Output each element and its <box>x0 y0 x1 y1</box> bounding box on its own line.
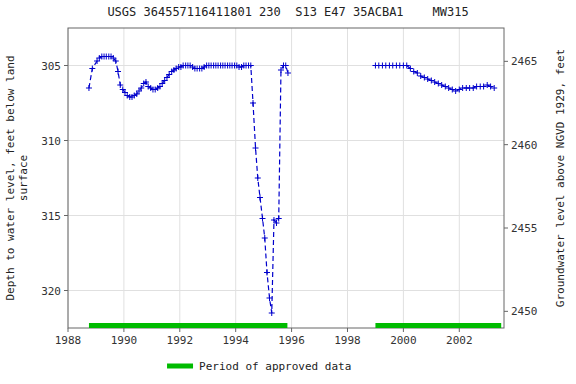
series-marker <box>456 87 462 93</box>
series-marker <box>488 84 494 90</box>
x-tick <box>179 328 180 332</box>
y-tick <box>64 215 68 216</box>
series-marker <box>425 76 431 82</box>
series-marker <box>449 87 455 93</box>
series-marker <box>442 84 448 90</box>
grid-line <box>291 28 292 328</box>
grid-line <box>459 28 460 328</box>
y-tick <box>64 290 68 291</box>
y2-tick-label: 2450 <box>511 305 538 318</box>
series-marker <box>432 79 438 85</box>
legend: Period of approved data <box>167 360 351 373</box>
y-axis-label-line: surface <box>17 155 30 201</box>
x-tick-label: 2000 <box>390 334 417 347</box>
grid-line <box>347 28 348 328</box>
grid-line <box>403 28 404 328</box>
y-axis-label: Depth to water level, feet below landsur… <box>4 55 30 300</box>
x-tick-label: 1996 <box>278 334 305 347</box>
series-marker <box>481 84 487 90</box>
series-marker <box>407 66 413 72</box>
plot-frame <box>68 28 504 328</box>
series-marker <box>283 63 289 69</box>
y2-tick <box>504 311 508 312</box>
grid-line <box>68 215 504 216</box>
x-tick-label: 1994 <box>222 334 249 347</box>
approved-period-bar <box>89 323 287 328</box>
y-tick-label: 320 <box>41 285 61 298</box>
series-marker <box>115 69 121 75</box>
chart: USGS 364557116411801 230 S13 E47 35ACBA1… <box>0 0 576 384</box>
series-marker <box>418 73 424 79</box>
grid <box>68 28 504 328</box>
legend-label: Period of approved data <box>199 360 351 373</box>
grid-line <box>68 140 504 141</box>
x-tick <box>347 328 348 332</box>
series-marker <box>414 70 420 76</box>
series-marker <box>411 69 417 75</box>
series-marker <box>428 78 434 84</box>
y2-tick <box>504 228 508 229</box>
series-marker <box>276 216 282 222</box>
series-line <box>89 57 288 314</box>
series-marker <box>269 310 275 316</box>
y-tick <box>64 65 68 66</box>
y2-tick <box>504 144 508 145</box>
x-tick-label: 2002 <box>446 334 473 347</box>
x-tick-label: 1988 <box>55 334 82 347</box>
series-marker <box>453 88 459 94</box>
series-marker <box>250 100 256 106</box>
series-marker <box>253 145 259 151</box>
series-marker <box>86 85 92 91</box>
series-marker <box>470 85 476 91</box>
x-tick <box>291 328 292 332</box>
data <box>86 54 501 329</box>
grid-line <box>179 28 180 328</box>
x-tick <box>123 328 124 332</box>
approved-period-bar <box>375 323 501 328</box>
x-tick-label: 1992 <box>167 334 194 347</box>
grid-line <box>68 290 504 291</box>
x-tick-label: 1990 <box>111 334 138 347</box>
series-marker <box>435 81 441 87</box>
grid-line <box>123 28 124 328</box>
series-line <box>375 66 494 92</box>
series-marker <box>421 75 427 81</box>
series-marker <box>285 70 291 76</box>
series-marker <box>404 63 410 69</box>
y2-tick-label: 2460 <box>511 139 538 152</box>
series-marker <box>248 63 254 69</box>
series-marker <box>260 216 266 222</box>
series-marker <box>446 85 452 91</box>
x-tick <box>235 328 236 332</box>
y2-tick-label: 2455 <box>511 222 538 235</box>
x-tick-label: 1998 <box>334 334 361 347</box>
y2-axis-label: Groundwater level above NGVD 1929, feet <box>554 49 567 307</box>
series-marker <box>439 82 445 88</box>
legend-swatch <box>167 364 193 369</box>
y-tick-label: 315 <box>41 210 61 223</box>
title: USGS 364557116411801 230 S13 E47 35ACBA1… <box>107 5 468 19</box>
y-tick-label: 310 <box>41 135 61 148</box>
series-marker <box>491 85 497 91</box>
x-tick <box>403 328 404 332</box>
x-tick <box>459 328 460 332</box>
series-marker <box>267 295 273 301</box>
series-marker <box>113 58 119 64</box>
series-marker <box>257 195 263 201</box>
series-marker <box>264 270 270 276</box>
y-axis-label-line: Depth to water level, feet below land <box>4 55 17 300</box>
series-marker <box>262 235 268 241</box>
y2-tick <box>504 61 508 62</box>
x-tick <box>68 328 69 332</box>
y2-tick-label: 2465 <box>511 55 538 68</box>
y-tick <box>64 140 68 141</box>
grid-line <box>235 28 236 328</box>
series-marker <box>89 66 95 72</box>
y-tick-label: 305 <box>41 60 61 73</box>
series-marker <box>255 175 261 181</box>
series-marker <box>484 82 490 88</box>
